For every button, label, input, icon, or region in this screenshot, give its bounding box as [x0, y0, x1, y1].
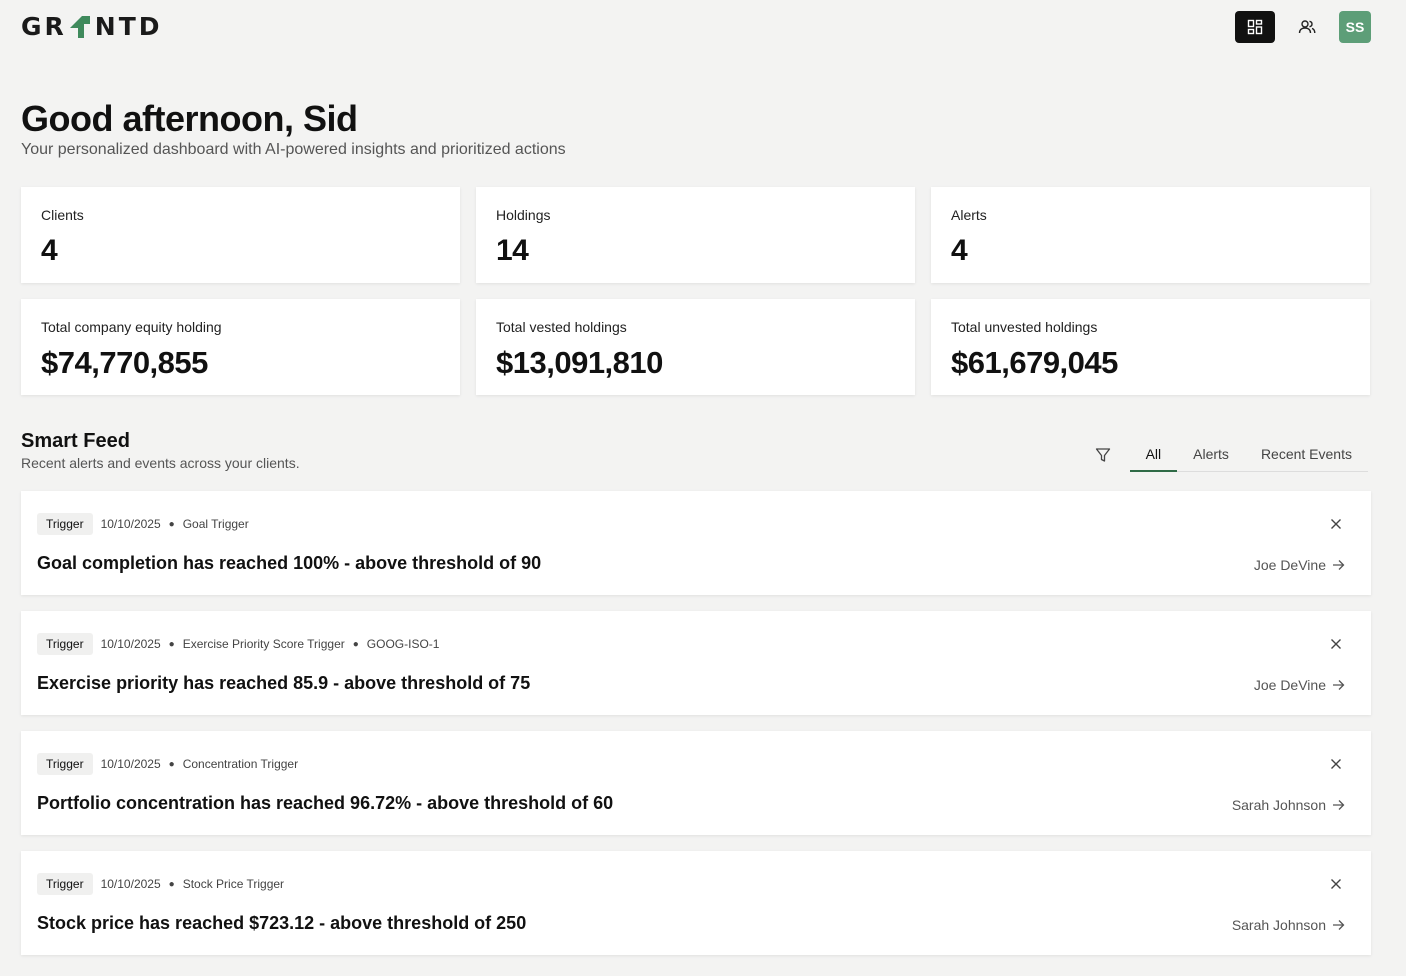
arrow-right-icon — [1333, 920, 1345, 930]
dismiss-close-icon[interactable] — [1329, 637, 1343, 651]
feed-item-meta: Trigger 10/10/2025 ● Stock Price Trigger — [37, 873, 284, 895]
feed-item-date: 10/10/2025 — [100, 637, 161, 651]
feed-item-title: Goal completion has reached 100% - above… — [37, 553, 542, 573]
dashboard-button[interactable] — [1235, 11, 1275, 43]
smart-feed-subtitle: Recent alerts and events across your cli… — [21, 455, 300, 471]
stat-card-holdings: Holdings 14 — [476, 187, 915, 283]
smart-feed-title: Smart Feed — [21, 430, 130, 452]
top-bar: GR NTD SS — [0, 0, 1406, 56]
feed-item-type: Stock Price Trigger — [182, 877, 285, 891]
feed-item-client-link[interactable]: Sarah Johnson — [1232, 797, 1345, 813]
feed-item-badge: Trigger — [37, 513, 93, 535]
dismiss-close-icon[interactable] — [1329, 757, 1343, 771]
page-subtitle: Your personalized dashboard with AI-powe… — [21, 141, 566, 158]
stat-label: Total company equity holding — [41, 319, 222, 335]
logo-arrow-icon — [68, 14, 92, 40]
separator-dot: ● — [168, 518, 175, 530]
stat-value: 14 — [496, 234, 529, 267]
stat-label: Holdings — [496, 207, 551, 223]
tab-alerts[interactable]: Alerts — [1193, 445, 1229, 462]
logo-text-right: NTD — [94, 12, 163, 41]
arrow-right-icon — [1333, 560, 1345, 570]
feed-item[interactable]: Trigger 10/10/2025 ● Exercise Priority S… — [21, 611, 1371, 715]
separator-dot: ● — [168, 638, 175, 650]
users-icon — [1298, 20, 1316, 34]
feed-item-type: Concentration Trigger — [182, 757, 299, 771]
feed-item-date: 10/10/2025 — [100, 517, 161, 531]
smart-feed-header: Smart Feed Recent alerts and events acro… — [21, 428, 1371, 476]
feed-item-title: Portfolio concentration has reached 96.7… — [37, 793, 614, 813]
stat-label: Total vested holdings — [496, 319, 627, 335]
feed-item-client-name: Sarah Johnson — [1231, 797, 1326, 813]
stat-card-alerts: Alerts 4 — [931, 187, 1370, 283]
clients-button[interactable] — [1291, 11, 1323, 43]
feed-item-meta: Trigger 10/10/2025 ● Goal Trigger — [37, 513, 249, 535]
feed-item-badge: Trigger — [37, 753, 93, 775]
stat-value: $61,679,045 — [951, 345, 1118, 380]
dismiss-close-icon[interactable] — [1329, 517, 1343, 531]
feed-item-badge: Trigger — [37, 633, 93, 655]
feed-item-client-link[interactable]: Joe DeVine — [1254, 557, 1345, 573]
separator-dot: ● — [168, 758, 175, 770]
filter-icon[interactable] — [1095, 447, 1111, 463]
stat-card-clients: Clients 4 — [21, 187, 460, 283]
tab-all[interactable]: All — [1129, 440, 1178, 472]
stat-label: Total unvested holdings — [951, 319, 1098, 335]
arrow-right-icon — [1333, 800, 1345, 810]
feed-item-date: 10/10/2025 — [100, 877, 161, 891]
feed-item[interactable]: Trigger 10/10/2025 ● Goal Trigger Goal c… — [21, 491, 1371, 595]
feed-item-date: 10/10/2025 — [100, 757, 161, 771]
stat-label: Clients — [41, 207, 84, 223]
feed-item-client-name: Joe DeVine — [1253, 677, 1326, 693]
stat-value: $13,091,810 — [496, 345, 663, 380]
feed-item-client-name: Joe DeVine — [1253, 557, 1326, 573]
feed-tabs: All Alerts Recent Events — [1129, 440, 1368, 472]
separator-dot: ● — [352, 638, 359, 650]
feed-item-type: Goal Trigger — [182, 517, 249, 531]
dismiss-close-icon[interactable] — [1329, 877, 1343, 891]
arrow-right-icon — [1333, 680, 1345, 690]
feed-item-meta: Trigger 10/10/2025 ● Exercise Priority S… — [37, 633, 439, 655]
feed-item-badge: Trigger — [37, 873, 93, 895]
feed-item-client-link[interactable]: Joe DeVine — [1254, 677, 1345, 693]
greeting-section: Good afternoon, Sid Your personalized da… — [21, 98, 566, 160]
dashboard-grid-icon — [1247, 19, 1263, 35]
stat-card-vested: Total vested holdings $13,091,810 — [476, 299, 915, 395]
stat-card-unvested: Total unvested holdings $61,679,045 — [931, 299, 1370, 395]
feed-item-title: Stock price has reached $723.12 - above … — [37, 913, 527, 933]
feed-item-client-link[interactable]: Sarah Johnson — [1232, 917, 1345, 933]
feed-list: Trigger 10/10/2025 ● Goal Trigger Goal c… — [21, 491, 1371, 955]
stat-card-total-equity: Total company equity holding $74,770,855 — [21, 299, 460, 395]
feed-item-grant-id: GOOG-ISO-1 — [366, 637, 440, 651]
separator-dot: ● — [168, 878, 175, 890]
feed-item-client-name: Sarah Johnson — [1231, 917, 1326, 933]
stat-value: $74,770,855 — [41, 345, 208, 380]
stat-value: 4 — [951, 234, 968, 267]
feed-item-title: Exercise priority has reached 85.9 - abo… — [37, 673, 531, 693]
user-avatar[interactable]: SS — [1339, 11, 1371, 43]
feed-item-meta: Trigger 10/10/2025 ● Concentration Trigg… — [37, 753, 298, 775]
feed-item[interactable]: Trigger 10/10/2025 ● Stock Price Trigger… — [21, 851, 1371, 955]
page-title: Good afternoon, Sid — [21, 98, 358, 139]
feed-item-type: Exercise Priority Score Trigger — [182, 637, 345, 651]
stat-value: 4 — [41, 234, 58, 267]
stat-label: Alerts — [951, 207, 987, 223]
stats-grid: Clients 4 Holdings 14 Alerts 4 Total com… — [21, 187, 1371, 395]
logo[interactable]: GR NTD — [21, 12, 163, 41]
tab-recent-events[interactable]: Recent Events — [1260, 445, 1352, 462]
logo-text-left: GR — [21, 12, 67, 41]
feed-item[interactable]: Trigger 10/10/2025 ● Concentration Trigg… — [21, 731, 1371, 835]
